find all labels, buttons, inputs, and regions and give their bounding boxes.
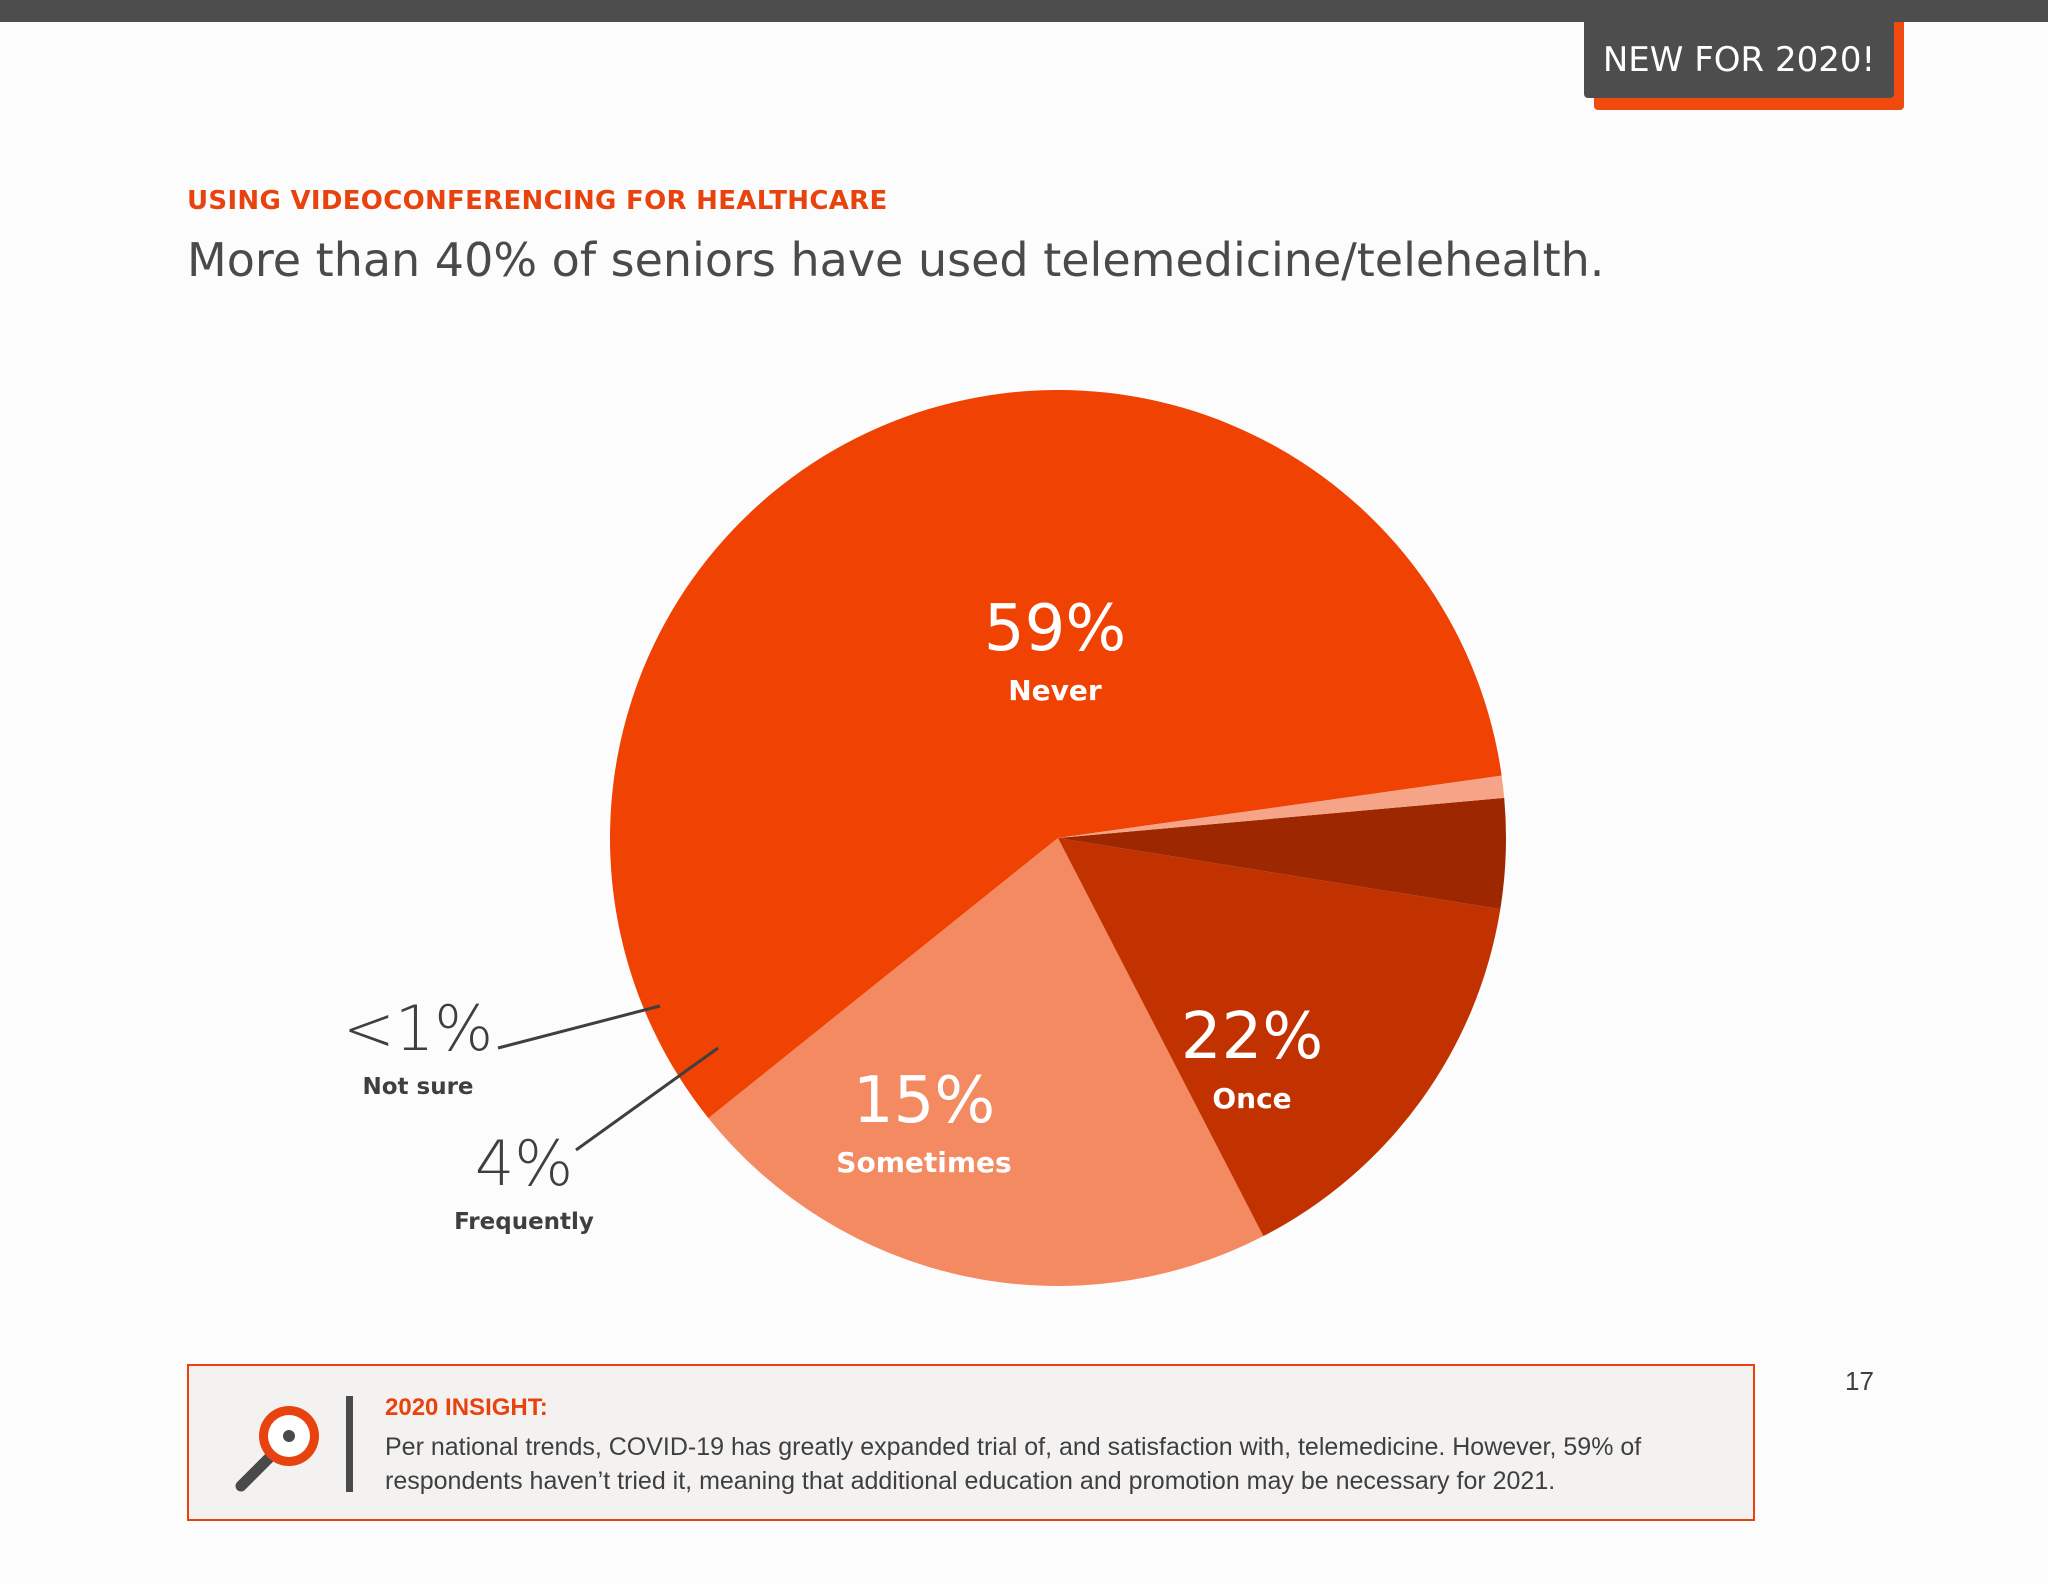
pie-label-not-sure: Not sure [362,1074,473,1100]
pie-label-frequently: Frequently [454,1209,594,1235]
insight-title: 2020 INSIGHT: [385,1394,548,1421]
top-bar [0,0,2048,22]
pie-value-not-sure: <1% [343,992,493,1065]
pie-slice-sometimes [1058,838,1501,1237]
pie-value-once: 22% [1181,1000,1323,1074]
section-label: USING VIDEOCONFERENCING FOR HEALTHCARE [187,186,888,216]
pie-slice-frequently [1058,797,1506,910]
page-title: More than 40% of seniors have used telem… [187,233,1605,287]
pie-slices [610,390,1506,1286]
pie-label-sometimes: Sometimes [836,1146,1011,1179]
leader-line-frequently [575,1046,719,1152]
insight-box: 2020 INSIGHT: Per national trends, COVID… [187,1364,1755,1521]
page-number: 17 [1845,1366,1874,1396]
pie-label-once: Once [1212,1082,1291,1115]
pie-labels: 59% Never 22% Once 15% Sometimes 4% Frequently <… [343,592,1323,1235]
insight-divider [346,1396,353,1492]
pie-value-sometimes: 15% [853,1064,995,1138]
pie-slice-not-sure [1058,775,1505,838]
leader-line-not-sure [497,1004,661,1050]
pie-slice-never [610,390,1502,1119]
pie-label-never: Never [1008,674,1102,707]
insight-body: Per national trends, COVID-19 has greatl… [385,1433,1642,1495]
pie-value-frequently: 4% [475,1127,573,1200]
magnifier-icon [235,1406,319,1492]
pie-value-never: 59% [984,592,1126,666]
new-badge: NEW FOR 2020! [1584,22,1894,98]
pie-slice-once [708,838,1264,1286]
